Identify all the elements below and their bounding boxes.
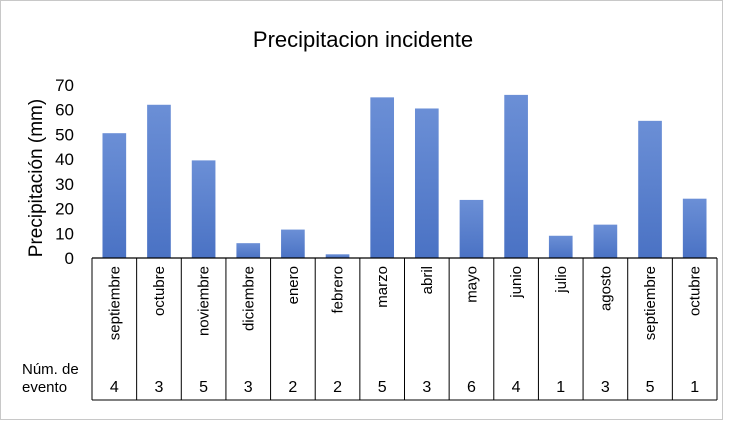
- bar: [414, 108, 439, 258]
- y-tick-label: 20: [55, 200, 74, 219]
- event-count-values: 4 3 5 3 2 2 5 3 6 4 1 3 5 1: [110, 379, 699, 396]
- category-label: septiembre: [642, 266, 659, 340]
- bar: [638, 120, 662, 258]
- event-count: 6: [467, 379, 476, 396]
- event-count: 2: [288, 379, 297, 396]
- category-label: septiembre: [106, 266, 123, 340]
- category-label: febrero: [330, 266, 347, 314]
- category-label: agosto: [597, 266, 614, 311]
- bar: [682, 198, 707, 258]
- y-tick-label: 70: [55, 76, 74, 95]
- event-row-label-line2: evento: [22, 379, 67, 396]
- bar: [325, 254, 350, 258]
- bar: [593, 224, 618, 258]
- event-count: 3: [422, 379, 431, 396]
- event-count: 5: [646, 379, 655, 396]
- category-label: abril: [419, 266, 436, 294]
- category-label: diciembre: [240, 266, 257, 331]
- bar: [147, 104, 171, 259]
- bar: [281, 229, 305, 258]
- y-axis-ticks: 0 10 20 30 40 50 60 70: [55, 76, 74, 268]
- y-axis-label: Precipitación (mm): [26, 99, 47, 257]
- event-count: 3: [155, 379, 164, 396]
- event-count: 3: [244, 379, 253, 396]
- event-count: 5: [199, 379, 208, 396]
- category-label: octubre: [687, 266, 704, 316]
- category-label: mayo: [463, 266, 480, 303]
- y-tick-label: 40: [55, 150, 74, 169]
- event-count: 3: [601, 379, 610, 396]
- event-count: 4: [512, 379, 521, 396]
- event-row-label-line1: Núm. de: [22, 361, 79, 378]
- bar: [191, 160, 216, 258]
- event-count: 4: [110, 379, 119, 396]
- category-label: octubre: [151, 266, 168, 316]
- event-count: 2: [333, 379, 342, 396]
- bar: [504, 94, 528, 258]
- bar: [370, 97, 395, 258]
- chart-title: Precipitacion incidente: [253, 27, 473, 52]
- y-tick-label: 50: [55, 125, 74, 144]
- category-label: enero: [285, 266, 302, 304]
- category-label: julio: [553, 266, 570, 294]
- y-tick-label: 60: [55, 101, 74, 120]
- event-count: 1: [556, 379, 565, 396]
- bar-series: [102, 94, 707, 259]
- category-labels: septiembre octubre noviembre diciembre enero…: [106, 266, 703, 340]
- event-count: 5: [378, 379, 387, 396]
- bar: [548, 235, 573, 258]
- bar: [102, 133, 127, 258]
- category-label: junio: [508, 266, 525, 299]
- category-label: noviembre: [196, 266, 213, 336]
- event-count: 1: [690, 379, 699, 396]
- category-label: marzo: [374, 266, 391, 308]
- category-table-lines: [91, 257, 718, 401]
- y-tick-label: 0: [65, 249, 74, 268]
- y-tick-label: 10: [55, 224, 74, 243]
- bar: [236, 243, 261, 258]
- bar: [459, 199, 484, 258]
- y-tick-label: 30: [55, 175, 74, 194]
